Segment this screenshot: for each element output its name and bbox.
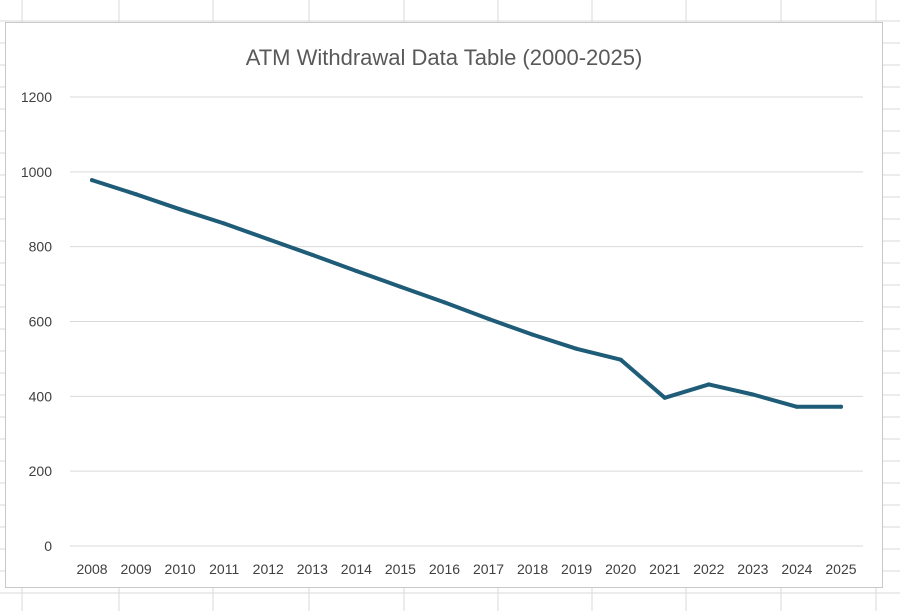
- x-tick-label: 2012: [253, 561, 284, 577]
- data-point[interactable]: [750, 392, 755, 397]
- x-tick-label: 2022: [693, 561, 724, 577]
- data-point[interactable]: [530, 332, 535, 337]
- x-tick-label: 2020: [605, 561, 636, 577]
- data-point[interactable]: [266, 237, 271, 242]
- line-chart: ATM Withdrawal Data Table (2000-2025) 0 2…: [21, 45, 863, 577]
- data-point[interactable]: [706, 382, 711, 387]
- y-tick-label: 0: [44, 538, 52, 554]
- data-point[interactable]: [90, 178, 94, 183]
- x-tick-label: 2024: [781, 561, 812, 577]
- data-point[interactable]: [486, 316, 491, 321]
- x-tick-label: 2023: [737, 561, 768, 577]
- chart-area[interactable]: ATM Withdrawal Data Table (2000-2025) 0 2…: [5, 22, 883, 588]
- x-tick-label: 2025: [825, 561, 856, 577]
- data-point[interactable]: [574, 346, 579, 351]
- x-tick-label: 2008: [76, 561, 107, 577]
- x-tick-label: 2011: [209, 561, 239, 577]
- y-tick-label: 1000: [21, 164, 52, 180]
- data-point[interactable]: [398, 284, 403, 289]
- y-tick-label: 600: [29, 314, 53, 330]
- x-tick-label: 2010: [165, 561, 196, 577]
- data-point[interactable]: [662, 395, 667, 400]
- x-tick-label: 2018: [517, 561, 548, 577]
- data-point[interactable]: [310, 252, 315, 257]
- y-axis-tick-labels: 0 200 400 600 800 1000 1200: [21, 89, 52, 554]
- x-tick-label: 2013: [297, 561, 328, 577]
- chart-title: ATM Withdrawal Data Table (2000-2025): [246, 45, 643, 70]
- x-tick-label: 2015: [385, 561, 416, 577]
- y-tick-label: 1200: [21, 89, 52, 105]
- x-tick-label: 2016: [429, 561, 460, 577]
- series-line[interactable]: [90, 178, 843, 409]
- y-tick-label: 200: [29, 463, 53, 479]
- data-point[interactable]: [442, 300, 447, 305]
- series-layer: [90, 178, 843, 409]
- x-tick-label: 2014: [341, 561, 372, 577]
- x-tick-label: 2009: [121, 561, 152, 577]
- data-point[interactable]: [222, 221, 227, 226]
- data-point[interactable]: [178, 207, 183, 212]
- x-tick-label: 2019: [561, 561, 592, 577]
- x-tick-label: 2017: [473, 561, 504, 577]
- gridlines: [70, 96, 863, 547]
- x-axis-tick-labels: 2008 2009 2010 2011 2012 2013 2014 2015 2016 2017…: [76, 561, 856, 577]
- y-tick-label: 400: [29, 388, 53, 404]
- data-point[interactable]: [618, 357, 623, 362]
- y-tick-label: 800: [29, 239, 53, 255]
- data-point[interactable]: [839, 404, 843, 409]
- data-point[interactable]: [354, 269, 359, 273]
- data-point[interactable]: [134, 192, 139, 197]
- x-tick-label: 2021: [649, 561, 680, 577]
- data-point[interactable]: [794, 404, 799, 409]
